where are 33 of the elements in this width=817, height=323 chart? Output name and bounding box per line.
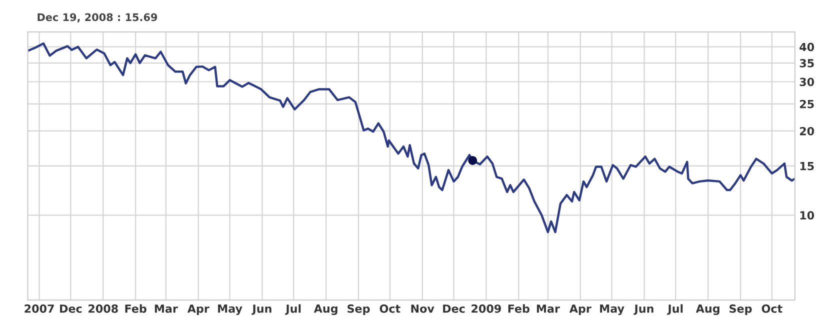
- y-tick-label: 30: [800, 78, 814, 86]
- x-tick-label: May: [218, 304, 242, 315]
- x-tick-label: Sep: [730, 304, 752, 315]
- x-tick-label: Mar: [154, 304, 178, 313]
- y-tick-label: 25: [800, 100, 814, 108]
- x-tick-label: Dec: [60, 304, 82, 313]
- x-tick-label: Jun: [252, 304, 272, 315]
- y-tick-label: 15: [800, 162, 814, 170]
- x-tick-label: Apr: [187, 304, 210, 315]
- x-tick-label: 2007: [24, 304, 54, 313]
- y-tick-label: 10: [800, 211, 814, 220]
- x-tick-label: Feb: [508, 304, 530, 313]
- x-tick-label: Aug: [314, 304, 338, 315]
- x-tick-label: Jul: [285, 304, 301, 315]
- text: Dec 19, 2008 : 15.69: [38, 13, 158, 22]
- x-tick-label: Oct: [762, 304, 782, 313]
- x-tick-label: Jul: [667, 304, 683, 315]
- x-tick-label: 2009: [472, 304, 501, 313]
- x-tick-label: Mar: [536, 304, 560, 313]
- x-tick-label: Sep: [348, 304, 370, 315]
- x-tick-label: Apr: [569, 304, 592, 315]
- y-tick-label: 40: [800, 42, 814, 52]
- x-tick-label: Dec: [443, 304, 465, 313]
- x-tick-label: Jun: [634, 304, 654, 315]
- y-tick-label: 20: [800, 126, 814, 136]
- x-tick-label: Oct: [380, 304, 400, 313]
- x-tick-label: Feb: [125, 304, 146, 313]
- y-tick-label: 35: [800, 59, 814, 68]
- x-tick-label: Aug: [696, 304, 720, 315]
- line-series: [28, 42, 795, 234]
- x-tick-label: 2008: [88, 304, 118, 313]
- x-tick-label: May: [600, 304, 624, 315]
- x-tick-label: Nov: [411, 304, 434, 313]
